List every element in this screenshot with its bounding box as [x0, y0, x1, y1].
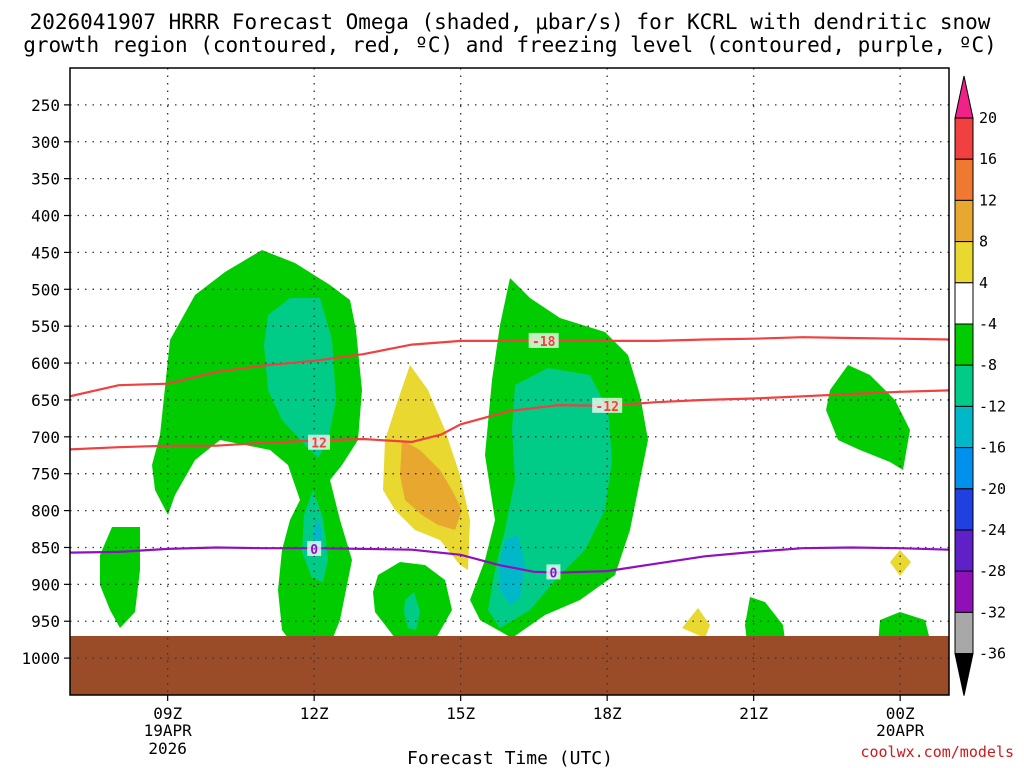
x-axis-label: Forecast Time (UTC) — [407, 748, 613, 768]
contour-label: -18 — [532, 335, 556, 350]
x-tick-year: 2026 — [148, 739, 187, 758]
y-tick-label: 450 — [31, 243, 60, 262]
y-tick-label: 350 — [31, 170, 60, 189]
contour-label: -12 — [595, 400, 618, 415]
x-tick-label: 00Z — [886, 704, 915, 723]
colorbar-label: 4 — [979, 274, 988, 292]
colorbar-label: 12 — [979, 191, 997, 209]
contour-label-bg — [592, 397, 623, 413]
colorbar-label: -20 — [979, 480, 1006, 498]
y-tick-label: 400 — [31, 207, 60, 226]
colorbar-band — [954, 158, 974, 201]
colorbar-max-arrow — [954, 75, 974, 119]
colorbar-band — [954, 447, 974, 490]
y-tick-label: 700 — [31, 428, 60, 447]
x-tick-label: 18Z — [593, 704, 622, 723]
x-tick-label: 15Z — [446, 704, 475, 723]
colorbar-band — [954, 488, 974, 531]
omega-region-green-f — [826, 365, 910, 470]
y-tick-label: 900 — [31, 575, 60, 594]
colorbar-label: -24 — [979, 521, 1006, 539]
y-tick-label: 600 — [31, 354, 60, 373]
colorbar-band — [954, 117, 974, 160]
contour-lines: -18 -12 0 12 0 — [70, 332, 949, 581]
colorbar-legend: 20 16 12 8 4 -4 -8 -12 -16 -20 -24 -28 -32 -36 — [954, 75, 1006, 696]
contour-label: 12 — [311, 437, 327, 452]
y-tick-label: 300 — [31, 133, 60, 152]
contour-label-bg — [307, 540, 322, 556]
y-tick-label: 850 — [31, 538, 60, 557]
colorbar-label: -4 — [979, 315, 997, 333]
x-tick-label: 12Z — [300, 704, 329, 723]
x-tick-date: 20APR — [876, 721, 925, 740]
contour-label: 0 — [550, 566, 558, 581]
plot-frame — [69, 67, 950, 696]
colorbar-band — [954, 570, 974, 613]
colorbar-band — [954, 364, 974, 407]
colorbar-band — [954, 241, 974, 284]
omega-region-orange-a — [400, 440, 462, 530]
colorbar-label: -12 — [979, 397, 1006, 415]
omega-region-teal-d — [404, 592, 420, 630]
colorbar-label: -8 — [979, 356, 997, 374]
contour-label-bg — [546, 564, 561, 580]
colorbar-label: 8 — [979, 233, 988, 251]
colorbar-label: 16 — [979, 150, 997, 168]
colorbar-label: -28 — [979, 562, 1006, 580]
contour-line--18 — [70, 336, 949, 398]
y-tick-label: 950 — [31, 612, 60, 631]
contour-line--12 — [70, 389, 949, 451]
y-tick-label: 1000 — [21, 649, 60, 668]
colorbar-band — [954, 529, 974, 572]
credit-link[interactable]: coolwx.com/models — [860, 743, 1014, 761]
y-tick-label: 250 — [31, 96, 60, 115]
omega-region-cyan-a — [500, 535, 525, 605]
colorbar-band — [954, 323, 974, 366]
colorbar-label: -36 — [979, 645, 1006, 663]
y-tick-label: 800 — [31, 502, 60, 521]
x-tick-date: 19APR — [144, 721, 193, 740]
x-tick-label: 09Z — [153, 704, 182, 723]
contour-label: 0 — [310, 543, 318, 558]
y-tick-label: 550 — [31, 317, 60, 336]
chart-title-line1: 2026041907 HRRR Forecast Omega (shaded, … — [30, 10, 991, 34]
y-tick-label: 650 — [31, 391, 60, 410]
colorbar-label: -32 — [979, 603, 1006, 621]
colorbar-band — [954, 611, 974, 655]
ground-surface — [70, 635, 949, 695]
colorbar-band — [954, 282, 974, 325]
chart-title-line2: growth region (contoured, red, ºC) and f… — [23, 33, 997, 57]
y-tick-label: 500 — [31, 280, 60, 299]
omega-region-teal-a — [264, 298, 336, 458]
colorbar-band — [954, 405, 974, 449]
colorbar-band — [954, 199, 974, 243]
contour-label-bg — [308, 434, 331, 450]
contour-label-bg — [528, 332, 559, 348]
colorbar-min-arrow — [954, 653, 974, 696]
pressure-axis: 250 300 350 400 450 500 550 600 650 700 750 800 850 9… — [21, 96, 70, 668]
contour-line-0 — [70, 546, 949, 574]
x-tick-label: 21Z — [739, 704, 768, 723]
plot-area: -18 -12 0 12 0 — [70, 68, 949, 695]
colorbar-label: 20 — [979, 109, 997, 127]
y-tick-label: 750 — [31, 465, 60, 484]
omega-region-yellow-b — [682, 608, 710, 638]
colorbar-label: -16 — [979, 439, 1006, 457]
